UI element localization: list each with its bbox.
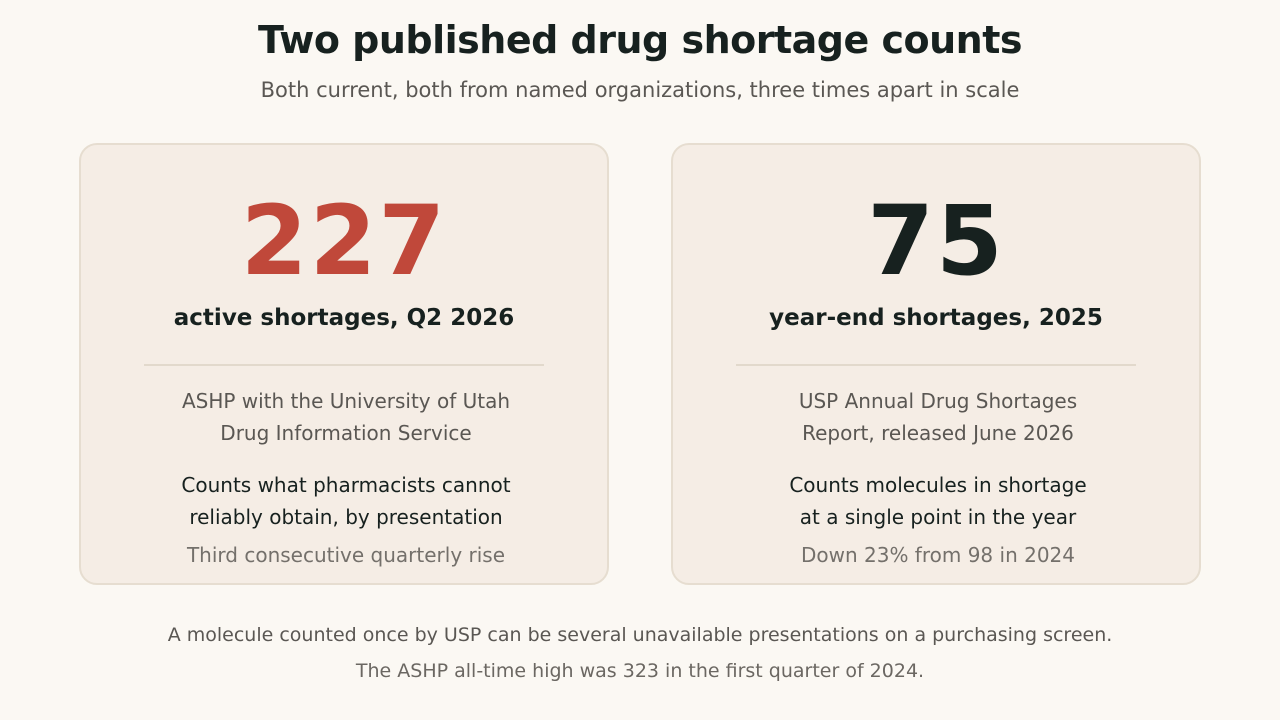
usp-trend: Down 23% from 98 in 2024 xyxy=(800,543,1076,567)
usp-count-number: 75 xyxy=(867,185,1005,297)
usp-source: USP Annual Drug Shortages Report, releas… xyxy=(713,385,1163,449)
usp-method: Counts molecules in shortage at a single… xyxy=(713,469,1163,533)
ashp-source-line-1: ASHP with the University of Utah xyxy=(181,389,511,413)
page-subtitle: Both current, both from named organizati… xyxy=(260,78,1020,102)
ashp-count-label: active shortages, Q2 2026 xyxy=(173,305,515,331)
ashp-source: ASHP with the University of Utah Drug In… xyxy=(121,385,571,449)
usp-count-card: 75 year-end shortages, 2025 USP Annual D… xyxy=(671,143,1201,585)
ashp-method-line-2: reliably obtain, by presentation xyxy=(189,505,503,529)
page-title: Two published drug shortage counts xyxy=(257,18,1023,62)
ashp-card-divider xyxy=(144,364,544,366)
usp-card-divider xyxy=(736,364,1136,366)
usp-source-line-2: Report, released June 2026 xyxy=(802,421,1074,445)
usp-source-line-1: USP Annual Drug Shortages xyxy=(798,389,1078,413)
ashp-source-line-2: Drug Information Service xyxy=(220,421,472,445)
usp-method-line-2: at a single point in the year xyxy=(799,505,1077,529)
usp-count-label: year-end shortages, 2025 xyxy=(769,305,1103,331)
ashp-method-line-1: Counts what pharmacists cannot xyxy=(181,473,511,497)
footnote-all-time-high: The ASHP all-time high was 323 in the fi… xyxy=(355,660,925,682)
ashp-count-number: 227 xyxy=(240,185,448,297)
ashp-count-card: 227 active shortages, Q2 2026 ASHP with … xyxy=(79,143,609,585)
footnote-molecule: A molecule counted once by USP can be se… xyxy=(167,624,1113,646)
ashp-trend: Third consecutive quarterly rise xyxy=(186,543,506,567)
usp-method-line-1: Counts molecules in shortage xyxy=(789,473,1087,497)
ashp-method: Counts what pharmacists cannot reliably … xyxy=(121,469,571,533)
